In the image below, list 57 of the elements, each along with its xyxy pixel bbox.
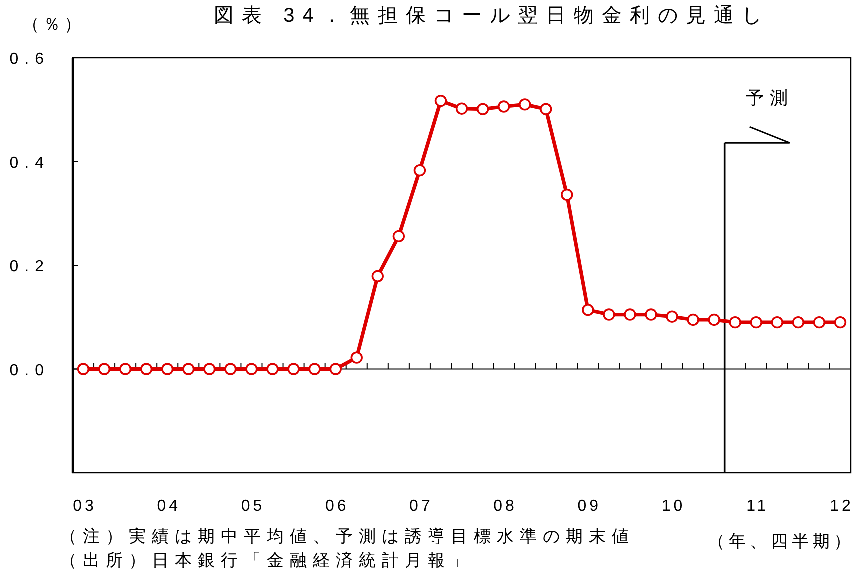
point [392, 230, 406, 243]
point [308, 363, 321, 376]
point [708, 314, 720, 326]
point [476, 103, 490, 116]
x-tick-label: 03 [73, 498, 97, 515]
point [624, 308, 636, 321]
x-tick-label: 12 [830, 498, 853, 515]
point [603, 308, 616, 321]
point [687, 314, 700, 326]
ref-line-label: 予測 [746, 88, 794, 108]
point [98, 363, 111, 376]
x-tick-label: 04 [157, 498, 182, 515]
x-tick-label: 09 [578, 498, 602, 515]
point [498, 100, 510, 113]
point [372, 270, 384, 282]
x-tick-label: 11 [746, 498, 770, 515]
y-tick-label: 0.2 [10, 258, 50, 276]
x-tick-label: 10 [662, 498, 686, 515]
text: （注）実績は期中平均値、予測は誘導目標水準の期末値 [60, 527, 635, 546]
point [140, 363, 153, 376]
x-tick-label: 05 [241, 498, 266, 515]
point [350, 352, 363, 364]
y-tick-label: 0.0 [10, 362, 50, 380]
point [771, 316, 784, 329]
x-axis-title: （年、四半期） [708, 532, 853, 551]
point [119, 363, 132, 376]
point [518, 98, 532, 111]
point [666, 310, 678, 323]
x-tick-label: 06 [325, 498, 350, 515]
point [750, 316, 762, 329]
point [414, 164, 426, 177]
point [162, 363, 174, 376]
point [834, 316, 847, 329]
x-tick-label: 07 [410, 498, 434, 515]
y-axis-title: （％） [22, 15, 86, 34]
point [77, 363, 90, 376]
y-tick-label: 0.6 [10, 51, 50, 68]
chart-title: 図表 34．無担保コール翌日物金利の見通し [214, 5, 770, 27]
point [224, 363, 237, 376]
point [434, 94, 448, 108]
point [288, 363, 300, 376]
point [582, 304, 594, 316]
x-tick-label: 08 [494, 498, 518, 515]
point [266, 363, 279, 376]
point [330, 363, 342, 376]
point [729, 316, 742, 329]
point [561, 188, 574, 202]
point [246, 363, 258, 376]
y-tick-label: 0.4 [10, 154, 50, 172]
text: （出所）日本銀行「金融経済統計月報」 [60, 551, 474, 570]
point [182, 363, 195, 376]
point [456, 102, 468, 115]
point [540, 103, 552, 116]
point [645, 308, 658, 321]
point [792, 316, 805, 329]
point [813, 316, 826, 329]
point [204, 363, 216, 376]
